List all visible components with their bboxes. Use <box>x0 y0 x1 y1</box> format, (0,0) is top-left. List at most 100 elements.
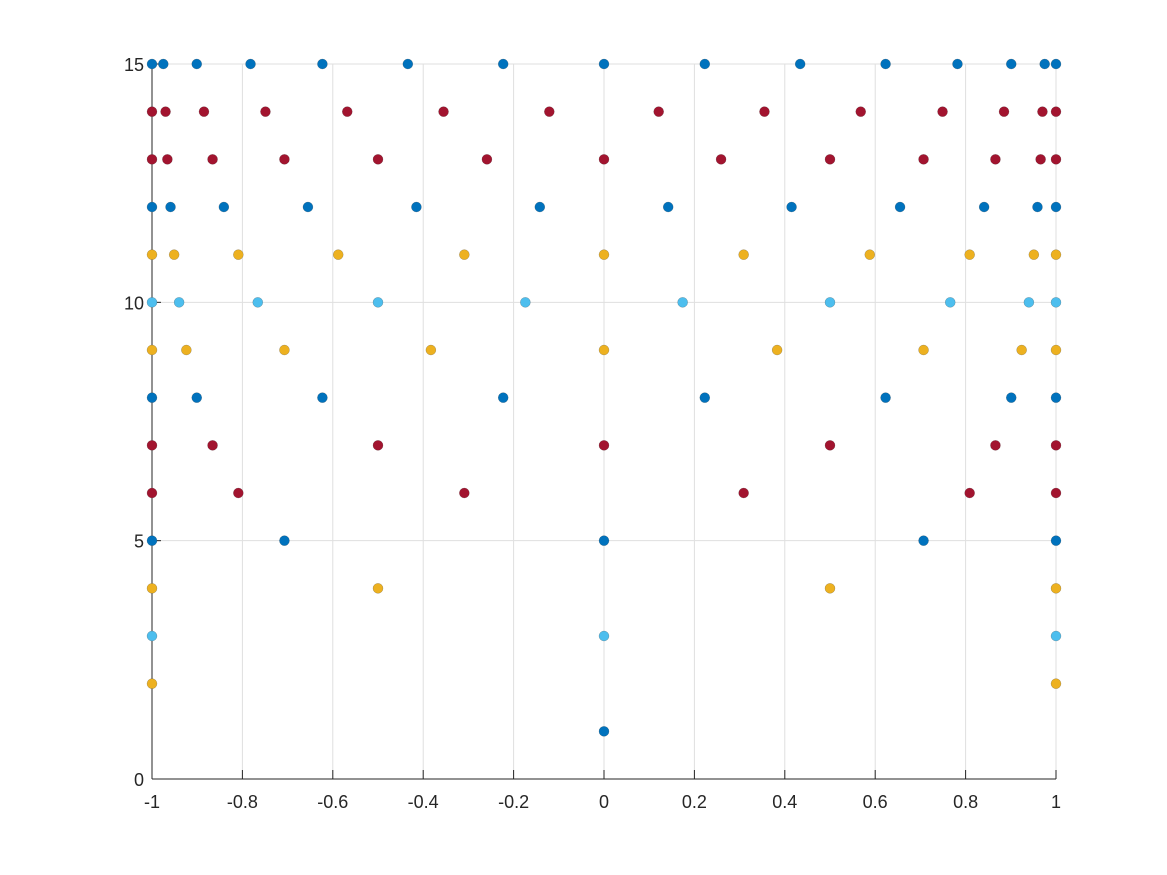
data-point-blue <box>1050 201 1062 213</box>
data-point-blue <box>699 392 710 403</box>
data-point-blue <box>786 201 797 213</box>
data-point-red <box>438 106 449 117</box>
data-point-blue <box>317 392 328 403</box>
x-tick-label: 0.4 <box>772 792 797 812</box>
data-point-blue <box>218 201 230 213</box>
data-point-red <box>824 440 836 451</box>
data-point-red <box>160 106 171 117</box>
data-point-red <box>964 487 975 499</box>
data-point-yellow <box>1050 678 1062 689</box>
data-point-blue <box>1050 392 1062 403</box>
data-point-yellow <box>168 249 180 260</box>
data-point-cyan <box>520 297 531 308</box>
data-point-yellow <box>598 249 610 260</box>
data-point-yellow <box>1028 249 1040 260</box>
data-point-cyan <box>598 630 610 642</box>
data-point-yellow <box>333 249 344 260</box>
data-point-blue <box>952 58 963 70</box>
data-point-red <box>146 154 158 165</box>
data-point-blue <box>662 201 674 213</box>
data-points <box>146 58 1062 737</box>
data-point-blue <box>534 201 546 213</box>
data-point-red <box>824 154 836 165</box>
data-point-cyan <box>1050 297 1062 308</box>
data-point-blue <box>978 201 990 213</box>
x-tick-label: -0.8 <box>227 792 258 812</box>
data-point-cyan <box>1023 297 1035 308</box>
data-point-yellow <box>459 249 470 260</box>
data-point-blue <box>880 58 891 70</box>
data-point-red <box>207 440 218 451</box>
data-point-blue <box>598 726 610 737</box>
data-point-cyan <box>372 297 384 308</box>
data-point-red <box>918 154 929 165</box>
data-point-yellow <box>598 344 610 356</box>
data-point-blue <box>146 392 158 403</box>
data-point-blue <box>598 535 610 546</box>
data-point-yellow <box>233 249 244 260</box>
data-point-yellow <box>864 249 875 260</box>
data-point-red <box>1035 154 1046 165</box>
data-point-yellow <box>146 249 158 260</box>
data-point-red <box>715 154 727 165</box>
data-point-red <box>653 106 664 117</box>
data-point-yellow <box>146 344 158 356</box>
data-point-blue <box>279 535 290 546</box>
data-point-red <box>207 154 218 165</box>
data-point-blue <box>317 58 328 70</box>
data-point-yellow <box>1050 344 1062 356</box>
data-point-red <box>1050 487 1062 499</box>
data-point-red <box>372 154 384 165</box>
data-point-red <box>233 487 244 499</box>
data-point-blue <box>918 535 929 546</box>
data-point-blue <box>158 58 169 70</box>
data-point-cyan <box>146 630 158 642</box>
data-point-red <box>198 106 210 117</box>
data-point-cyan <box>945 297 956 308</box>
data-point-yellow <box>964 249 975 260</box>
data-point-blue <box>402 58 414 70</box>
x-tick-label: 1 <box>1051 792 1061 812</box>
y-tick-label: 0 <box>134 770 144 790</box>
data-point-red <box>937 106 948 117</box>
data-point-blue <box>598 58 610 70</box>
data-point-blue <box>146 535 158 546</box>
data-point-blue <box>146 58 158 70</box>
y-tick-label: 5 <box>134 532 144 552</box>
data-point-yellow <box>918 344 929 356</box>
y-tick-label: 15 <box>124 55 144 75</box>
data-point-blue <box>302 201 314 213</box>
data-point-yellow <box>738 249 749 260</box>
data-point-blue <box>411 201 422 213</box>
data-point-red <box>1050 154 1062 165</box>
data-point-blue <box>894 201 906 213</box>
data-point-blue <box>1006 58 1017 70</box>
data-point-red <box>260 106 271 117</box>
grid <box>151 63 1057 780</box>
data-point-red <box>372 440 384 451</box>
x-axis-ticks: -1 -0.8 -0.6 -0.4 -0.2 0 0.2 0.4 0.6 0.8 1 <box>144 770 1061 812</box>
data-point-yellow <box>824 583 836 594</box>
data-point-red <box>481 154 493 165</box>
data-point-blue <box>699 58 710 70</box>
data-point-blue <box>1039 58 1050 70</box>
data-point-blue <box>165 201 176 213</box>
data-point-blue <box>1050 535 1062 546</box>
x-tick-label: 0.8 <box>953 792 978 812</box>
data-point-red <box>146 487 158 499</box>
data-point-blue <box>1050 58 1062 70</box>
data-point-red <box>598 440 610 451</box>
data-point-yellow <box>146 583 158 594</box>
data-point-cyan <box>824 297 836 308</box>
data-point-cyan <box>173 297 185 308</box>
data-point-yellow <box>771 344 783 356</box>
data-point-blue <box>191 58 202 70</box>
data-point-yellow <box>146 678 158 689</box>
data-point-red <box>998 106 1010 117</box>
data-point-blue <box>880 392 891 403</box>
x-tick-label: 0 <box>599 792 609 812</box>
data-point-red <box>459 487 470 499</box>
data-point-blue <box>794 58 806 70</box>
x-tick-label: 0.6 <box>863 792 888 812</box>
data-point-blue <box>1032 201 1043 213</box>
